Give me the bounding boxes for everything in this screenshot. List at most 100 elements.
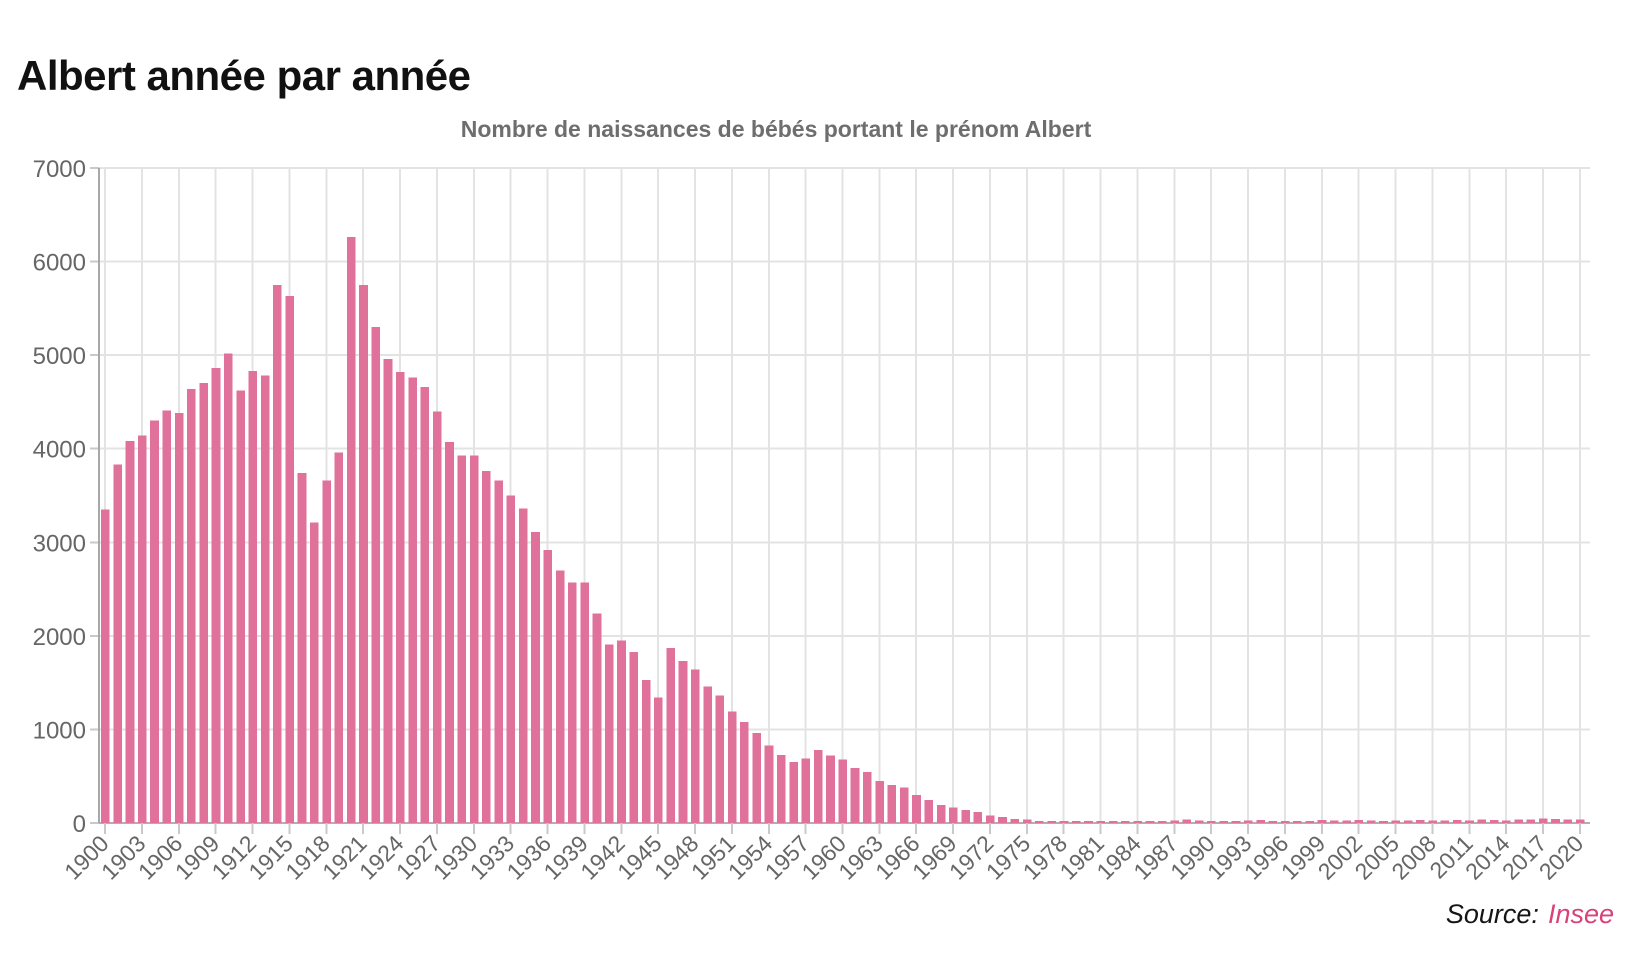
bar-1915[interactable]: [285, 296, 295, 823]
bar-1992[interactable]: [1231, 820, 1241, 823]
bar-2000[interactable]: [1330, 820, 1339, 823]
bar-1916[interactable]: [297, 473, 307, 823]
bar-1941[interactable]: [604, 644, 614, 823]
bar-1974[interactable]: [1010, 818, 1020, 823]
bar-2004[interactable]: [1379, 820, 1388, 823]
bar-2015[interactable]: [1514, 819, 1523, 823]
bar-1926[interactable]: [420, 386, 430, 823]
bar-1991[interactable]: [1219, 821, 1229, 823]
bar-1905[interactable]: [162, 410, 172, 823]
bar-1932[interactable]: [494, 480, 503, 823]
bar-1922[interactable]: [371, 327, 381, 823]
bar-1930[interactable]: [469, 455, 479, 823]
bar-1980[interactable]: [1084, 821, 1093, 823]
bar-1952[interactable]: [740, 721, 749, 823]
bar-1902[interactable]: [125, 441, 135, 823]
bar-1984[interactable]: [1133, 820, 1142, 823]
bar-1927[interactable]: [432, 411, 442, 823]
bar-1934[interactable]: [518, 508, 528, 823]
bar-1940[interactable]: [592, 613, 602, 823]
bar-1960[interactable]: [838, 759, 848, 823]
bar-2019[interactable]: [1563, 819, 1573, 823]
bar-1938[interactable]: [568, 582, 577, 823]
bar-1956[interactable]: [789, 762, 798, 823]
bar-1994[interactable]: [1256, 820, 1265, 823]
bar-1951[interactable]: [727, 711, 737, 823]
bar-1907[interactable]: [187, 388, 196, 823]
bar-2007[interactable]: [1416, 820, 1425, 823]
bar-1981[interactable]: [1096, 821, 1106, 823]
bar-1954[interactable]: [764, 745, 774, 823]
bar-1925[interactable]: [408, 377, 417, 823]
bar-1942[interactable]: [617, 640, 626, 823]
bar-1965[interactable]: [899, 787, 909, 823]
bar-1950[interactable]: [715, 695, 725, 823]
bar-1989[interactable]: [1194, 820, 1204, 823]
bar-1949[interactable]: [703, 686, 712, 823]
bar-1913[interactable]: [260, 375, 270, 823]
bar-1933[interactable]: [506, 495, 516, 824]
bar-1937[interactable]: [555, 570, 565, 823]
bar-1914[interactable]: [273, 284, 282, 823]
bar-1993[interactable]: [1243, 820, 1253, 823]
bar-1946[interactable]: [666, 648, 675, 823]
bar-1963[interactable]: [875, 780, 884, 823]
bar-1945[interactable]: [654, 697, 663, 823]
bar-1928[interactable]: [445, 442, 454, 823]
bar-1970[interactable]: [961, 809, 970, 823]
bar-1957[interactable]: [801, 758, 811, 823]
bar-1923[interactable]: [383, 358, 393, 823]
bar-1924[interactable]: [396, 371, 405, 823]
bar-2002[interactable]: [1354, 820, 1364, 823]
bar-1979[interactable]: [1071, 821, 1081, 823]
bar-1929[interactable]: [457, 455, 467, 823]
bar-1959[interactable]: [826, 755, 835, 823]
bar-1988[interactable]: [1182, 819, 1192, 823]
bar-1953[interactable]: [752, 733, 762, 823]
bar-1975[interactable]: [1022, 819, 1032, 823]
bar-2016[interactable]: [1526, 819, 1536, 823]
bar-1961[interactable]: [850, 767, 860, 823]
bar-1999[interactable]: [1317, 820, 1327, 823]
bar-1948[interactable]: [690, 669, 700, 823]
bar-1918[interactable]: [322, 480, 331, 823]
bar-2006[interactable]: [1403, 820, 1413, 823]
source-link[interactable]: Insee: [1547, 899, 1614, 929]
bar-1955[interactable]: [776, 755, 786, 823]
bar-1978[interactable]: [1059, 821, 1069, 823]
bar-1910[interactable]: [223, 353, 233, 823]
bar-2009[interactable]: [1440, 820, 1450, 823]
bar-1987[interactable]: [1170, 820, 1179, 823]
bar-2010[interactable]: [1452, 820, 1462, 823]
bar-2012[interactable]: [1477, 819, 1487, 823]
bar-1976[interactable]: [1035, 820, 1044, 823]
bar-1917[interactable]: [310, 522, 319, 823]
bar-2018[interactable]: [1551, 818, 1560, 823]
bar-1947[interactable]: [678, 661, 688, 823]
bar-1936[interactable]: [543, 549, 553, 823]
bar-1943[interactable]: [629, 651, 639, 823]
bar-1944[interactable]: [641, 679, 651, 823]
bar-1971[interactable]: [973, 811, 983, 823]
bar-2003[interactable]: [1366, 820, 1376, 823]
bar-1985[interactable]: [1145, 821, 1155, 823]
bar-1995[interactable]: [1268, 821, 1278, 823]
bar-2008[interactable]: [1428, 820, 1437, 823]
bar-2013[interactable]: [1489, 820, 1499, 823]
bar-1997[interactable]: [1293, 821, 1302, 823]
bar-1900[interactable]: [101, 509, 110, 823]
bar-2014[interactable]: [1502, 820, 1511, 823]
bar-1973[interactable]: [998, 817, 1007, 823]
bar-1986[interactable]: [1157, 821, 1167, 823]
bar-1996[interactable]: [1280, 820, 1290, 823]
bar-1908[interactable]: [199, 383, 209, 823]
bar-1912[interactable]: [248, 371, 258, 823]
bar-1969[interactable]: [949, 807, 958, 823]
bar-1921[interactable]: [359, 284, 368, 823]
bar-2020[interactable]: [1575, 819, 1585, 823]
bar-1919[interactable]: [334, 452, 344, 823]
bar-1983[interactable]: [1121, 821, 1130, 823]
bar-2017[interactable]: [1538, 818, 1548, 823]
bar-1904[interactable]: [150, 420, 159, 823]
bar-1901[interactable]: [113, 464, 122, 823]
